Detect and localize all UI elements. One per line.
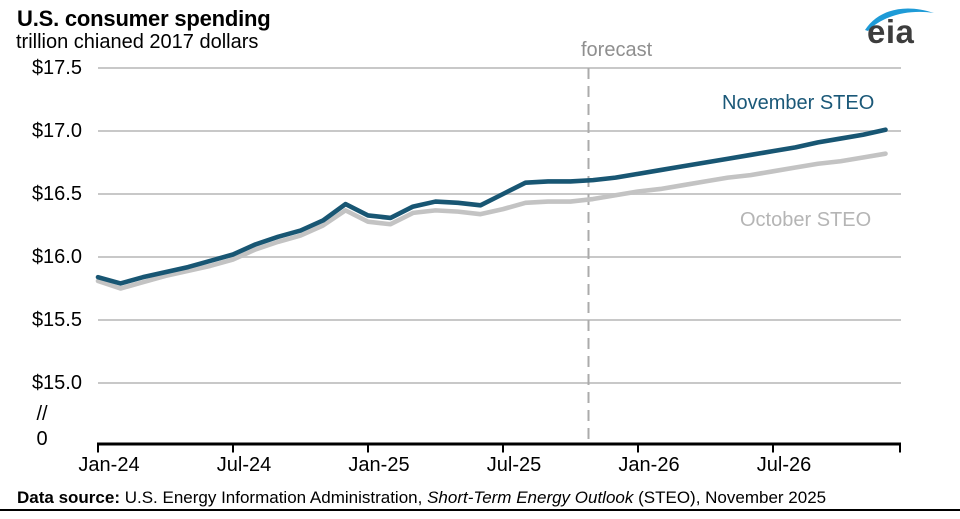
forecast-label: forecast xyxy=(581,39,653,61)
footer-source-publication: Short-Term Energy Outlook xyxy=(427,488,634,507)
y-tick-label: $15.5 xyxy=(31,309,82,331)
y-tick-label: $17.5 xyxy=(31,57,82,79)
x-tick-label: Jul-26 xyxy=(756,454,812,476)
eia-swoosh-icon xyxy=(865,8,934,31)
page-title: U.S. consumer spending xyxy=(17,6,271,31)
series-line-november-steo xyxy=(95,127,888,286)
y-tick-label: $17.0 xyxy=(31,120,82,142)
y-tick-label: $16.5 xyxy=(31,183,82,205)
bottom-rule xyxy=(0,509,960,511)
x-tick-label: Jan-25 xyxy=(348,454,410,476)
eia-logo: eia xyxy=(867,13,915,50)
x-tick-label: Jul-25 xyxy=(486,454,542,476)
footer-source-label: Data source: xyxy=(17,488,120,507)
footer-source-text: U.S. Energy Information Administration, xyxy=(119,488,428,507)
y-tick-label: $15.0 xyxy=(31,372,82,394)
y-axis-break-label: // xyxy=(36,403,48,425)
page-subtitle: trillion chianed 2017 dollars xyxy=(16,31,259,53)
series-label-november-steo: November STEO xyxy=(722,92,875,114)
y-tick-label: $16.0 xyxy=(31,246,82,268)
series-line-october-steo xyxy=(95,151,888,291)
footer-source-end: (STEO), November 2025 xyxy=(633,488,827,507)
x-tick-label: Jul-24 xyxy=(216,454,272,476)
x-tick-label: Jan-26 xyxy=(618,454,680,476)
footer-source: Data source: U.S. Energy Information Adm… xyxy=(17,488,826,508)
series-label-october-steo: October STEO xyxy=(740,209,872,231)
x-tick-label: Jan-24 xyxy=(78,454,140,476)
y-axis-zero-label: 0 xyxy=(36,428,48,450)
